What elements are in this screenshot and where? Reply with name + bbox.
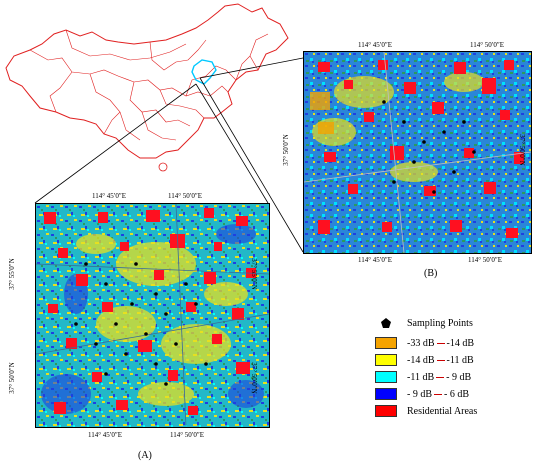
legend-swatch-blue bbox=[375, 388, 397, 400]
range-dash bbox=[436, 376, 445, 378]
legend-residential: Residential Areas bbox=[375, 404, 477, 418]
residential-areas bbox=[44, 208, 256, 415]
roads bbox=[36, 204, 269, 427]
map-a-bottom-tick-2: 114° 50′0″E bbox=[170, 431, 205, 439]
legend-class-4: - 9 dB - 6 dB bbox=[375, 387, 469, 401]
pentagon-icon bbox=[381, 318, 391, 328]
map-b-orange-zones bbox=[310, 92, 334, 134]
legend-class-4-from: - 9 dB bbox=[407, 388, 432, 400]
hainan-island bbox=[158, 162, 168, 172]
map-a-left-tick-2: 37° 50′0″N bbox=[7, 362, 16, 394]
yellow-zones bbox=[76, 234, 248, 406]
map-a-right-tick-2: 37° 50′0″N bbox=[249, 362, 258, 394]
map-a-image bbox=[36, 204, 269, 427]
legend-class-4-to: - 6 dB bbox=[444, 388, 469, 400]
map-a-frame bbox=[35, 203, 270, 428]
map-b-bottom-tick-1: 114° 45′0″E bbox=[358, 256, 393, 264]
map-b-sampling-points bbox=[382, 100, 476, 194]
map-a-top-tick-2: 114° 50′0″E bbox=[168, 192, 203, 200]
legend-swatch-red bbox=[375, 405, 397, 417]
legend-class-3: -11 dB - 9 dB bbox=[375, 370, 471, 384]
range-dash bbox=[436, 342, 445, 344]
legend-class-3-from: -11 dB bbox=[407, 371, 435, 383]
legend-swatch-orange bbox=[375, 337, 397, 349]
legend-swatch-cyan bbox=[375, 371, 397, 383]
map-a-caption: (A) bbox=[138, 450, 152, 461]
range-dash bbox=[434, 393, 442, 395]
map-b-caption: (B) bbox=[424, 268, 438, 279]
legend-class-3-to: - 9 dB bbox=[446, 371, 472, 383]
china-border bbox=[5, 3, 289, 159]
map-b-right-tick: 37° 50′0″N bbox=[517, 134, 526, 166]
china-outline-map bbox=[5, 3, 289, 172]
map-b-residential-areas bbox=[318, 60, 524, 238]
map-a-right-tick-1: 37° 55′0″N bbox=[249, 258, 258, 290]
legend-sampling-label: Sampling Points bbox=[407, 317, 473, 329]
map-b-top-tick-1: 114° 45′0″E bbox=[358, 41, 393, 49]
legend-class-2-from: -14 dB bbox=[407, 354, 435, 366]
map-a-top-tick-1: 114° 45′0″E bbox=[92, 192, 127, 200]
map-a-left-tick-1: 37° 55′0″N bbox=[7, 258, 16, 290]
sampling-points bbox=[74, 262, 208, 386]
province-lines bbox=[29, 29, 269, 141]
map-b-roads bbox=[304, 52, 531, 253]
legend-class-2-to: -11 dB bbox=[446, 354, 474, 366]
map-b-image bbox=[304, 52, 531, 253]
map-b-frame bbox=[303, 51, 532, 254]
map-b-left-tick: 37° 50′0″N bbox=[281, 134, 290, 166]
map-b-bottom-tick-2: 114° 50′0″E bbox=[468, 256, 503, 264]
range-dash bbox=[436, 359, 445, 361]
legend-class-1-to: -14 dB bbox=[446, 337, 475, 349]
legend-swatch-yellow bbox=[375, 354, 397, 366]
legend-class-1: -33 dB -14 dB bbox=[375, 336, 474, 350]
legend-residential-label: Residential Areas bbox=[407, 405, 478, 417]
blue-zones bbox=[41, 224, 264, 414]
legend-sampling-points: Sampling Points bbox=[375, 316, 473, 330]
map-a-bottom-tick-1: 114° 45′0″E bbox=[88, 431, 123, 439]
legend-class-1-from: -33 dB bbox=[407, 337, 435, 349]
map-b-top-tick-2: 114° 50′0″E bbox=[470, 41, 505, 49]
legend-class-2: -14 dB -11 dB bbox=[375, 353, 474, 367]
study-area-highlight bbox=[191, 59, 217, 85]
